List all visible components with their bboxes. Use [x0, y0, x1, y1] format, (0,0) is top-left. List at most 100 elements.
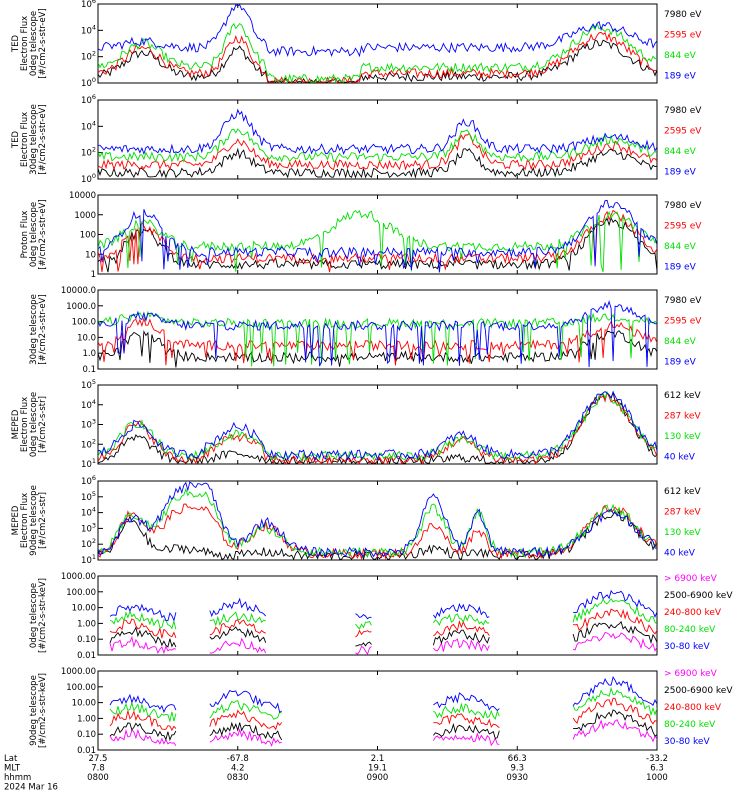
- legend-label: 130 keV: [664, 528, 701, 538]
- y-axis-label-line: [#/cm2-s-str-eV]: [38, 104, 48, 174]
- y-axis-label-line: Electron Flux: [20, 16, 30, 71]
- series-trace-3: [109, 608, 657, 639]
- y-tick-label: 1.0: [82, 349, 96, 359]
- legend-label: 2595 eV: [664, 127, 702, 137]
- series-trace-3: [98, 22, 657, 83]
- y-tick-label: 0.10: [77, 730, 96, 740]
- y-tick-label: 104: [81, 398, 96, 411]
- legend-label: 189 eV: [664, 263, 697, 273]
- panel-6: 101 102 103 104 105 106 MEPED Electron Flux 90de…: [11, 474, 701, 566]
- y-tick-label: 103: [81, 521, 96, 534]
- x-row-label: hhmm: [4, 773, 31, 783]
- y-tick-label: 100: [81, 76, 96, 89]
- legend-label: 844 eV: [664, 51, 697, 61]
- series-trace-3: [109, 697, 657, 732]
- panel-7: 0.01 0.10 1.00 10.00 100.00 1000.00 0deg teles…: [29, 572, 733, 661]
- y-tick-label: 100.0: [72, 318, 96, 328]
- x-mlt-label: 6.3: [650, 764, 664, 774]
- y-tick-label: 0.01: [77, 651, 96, 661]
- series-trace-2: [109, 709, 657, 742]
- y-tick-label: 1.00: [77, 714, 96, 724]
- panel-frame: [97, 575, 658, 656]
- y-axis-label-line: 0deg telescope: [29, 202, 39, 267]
- x-time-label: 1000: [646, 773, 668, 783]
- y-tick-label: 103: [81, 418, 96, 431]
- series-trace-5: [109, 675, 657, 714]
- y-tick-label: 1000.00: [61, 667, 96, 677]
- legend-label: 189 eV: [664, 168, 697, 178]
- y-tick-label: 104: [81, 23, 96, 36]
- legend-label: > 6900 keV: [664, 669, 718, 679]
- y-axis-label-line: 90deg telescope: [29, 675, 39, 746]
- y-axis-label-line: [#/cm2-s-str-eV]: [38, 294, 48, 364]
- legend-label: 612 keV: [664, 487, 701, 497]
- series-trace-2: [109, 620, 657, 648]
- series-trace-4: [98, 300, 657, 368]
- x-mlt-label: 9.3: [510, 764, 524, 774]
- series-trace-4: [98, 390, 657, 461]
- panel-frame: [97, 384, 658, 465]
- y-tick-label: 0.01: [77, 746, 96, 756]
- x-time-label: 0800: [87, 773, 109, 783]
- panel-4: 0.1 1.0 10.0 100.0 1000.0 10000.0 30deg telesc…: [29, 286, 702, 375]
- series-trace-1: [109, 631, 657, 655]
- series-trace-4: [98, 199, 657, 273]
- y-axis-label-line: TED: [11, 34, 21, 53]
- x-row-label: 2024 Mar 16: [4, 783, 58, 793]
- y-tick-label: 1: [91, 270, 96, 280]
- x-mlt-label: 4.2: [231, 764, 245, 774]
- y-tick-label: 100.00: [66, 683, 96, 693]
- y-tick-label: 10.00: [72, 604, 96, 614]
- legend-label: 80-240 keV: [664, 720, 716, 730]
- panel-2: 100 102 104 106 TED Electron Flux 30deg telesc…: [11, 93, 702, 185]
- y-axis-label-line: 30deg telescope: [29, 104, 39, 175]
- legend-label: 7980 eV: [664, 10, 702, 20]
- legend-label: 40 keV: [664, 453, 696, 463]
- y-axis-label-line: 0deg telescope: [29, 583, 39, 648]
- y-axis-label-line: Proton Flux: [20, 211, 30, 259]
- panel-1: 100 102 104 106 TED Electron Flux 0deg telesco…: [11, 0, 702, 89]
- y-tick-label: 0.1: [82, 365, 96, 375]
- panel-8: 0.01 0.10 1.00 10.00 100.00 1000.00 90deg tele…: [29, 667, 733, 756]
- y-tick-label: 104: [81, 506, 96, 519]
- legend-label: 844 eV: [664, 337, 697, 347]
- series-trace-3: [98, 391, 657, 462]
- y-axis-label-line: 0deg telescope: [29, 392, 39, 457]
- x-lat-label: 2.1: [371, 754, 385, 764]
- legend-label: 2595 eV: [664, 317, 702, 327]
- y-tick-label: 1000: [74, 211, 96, 221]
- y-tick-label: 100: [80, 231, 96, 241]
- legend-label: 30-80 keV: [664, 642, 710, 652]
- series-trace-4: [98, 4, 657, 58]
- legend-label: 40 keV: [664, 549, 696, 559]
- y-axis-label-line: Electron Flux: [20, 112, 30, 167]
- y-axis-label-line: Electron Flux: [20, 493, 30, 548]
- y-axis-label-line: 0deg telescope: [29, 11, 39, 76]
- y-axis-label-line: [#/cm2-s-str]: [38, 492, 48, 549]
- series-trace-1: [98, 216, 657, 273]
- y-tick-label: 102: [81, 50, 96, 63]
- x-mlt-label: 19.1: [368, 764, 387, 774]
- series-trace-1: [98, 330, 657, 368]
- x-lat-label: 27.5: [89, 754, 108, 764]
- y-tick-label: 106: [81, 474, 96, 487]
- y-axis-label-line: [#/cm2-s-str-keV]: [38, 578, 48, 653]
- series-trace-4: [109, 686, 657, 723]
- legend-label: 287 keV: [664, 412, 701, 422]
- y-tick-label: 10000.0: [61, 286, 96, 296]
- y-tick-label: 1000.00: [61, 572, 96, 582]
- legend-label: 2500-6900 keV: [664, 591, 733, 601]
- series-trace-1: [98, 509, 657, 560]
- y-tick-label: 106: [81, 0, 96, 10]
- series-trace-3: [98, 128, 657, 163]
- legend-label: 7980 eV: [664, 106, 702, 116]
- y-tick-label: 104: [81, 119, 96, 132]
- legend-label: 130 keV: [664, 432, 701, 442]
- y-tick-label: 10.0: [77, 333, 96, 343]
- y-tick-label: 10.00: [72, 699, 96, 709]
- series-trace-2: [98, 209, 657, 273]
- series-trace-1: [109, 719, 657, 747]
- series-trace-1: [98, 39, 657, 83]
